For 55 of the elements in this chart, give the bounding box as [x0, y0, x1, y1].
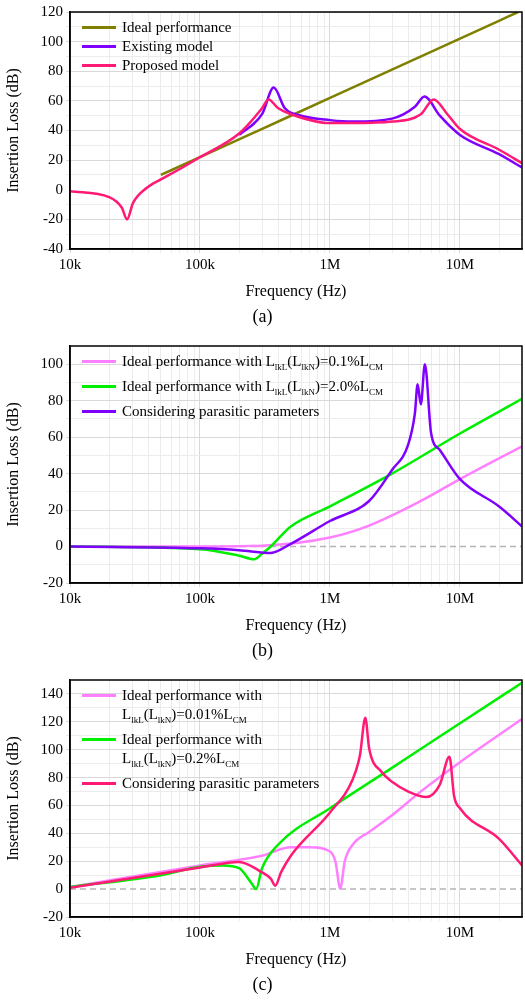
- y-axis-title: Insertion Loss (dB): [3, 68, 22, 193]
- x-tick-label: 100k: [184, 589, 216, 606]
- y-tick-label: 0: [55, 180, 63, 197]
- x-tick-label: 1M: [319, 589, 341, 606]
- legend-label: Considering parasitic parameters: [122, 402, 320, 421]
- y-tick-label: 80: [48, 391, 63, 408]
- x-axis-title: Frequency (Hz): [245, 949, 347, 968]
- x-tick-label: 10M: [445, 923, 475, 940]
- x-axis-title: Frequency (Hz): [245, 281, 347, 300]
- legend-label: Existing model: [122, 37, 214, 56]
- y-tick-label: -20: [43, 907, 63, 924]
- y-tick-label: 0: [55, 537, 63, 554]
- y-tick-label: 120: [40, 2, 63, 19]
- text: (a): [251, 306, 274, 327]
- y-tick-label: 40: [48, 121, 63, 138]
- y-tick-label: 40: [48, 464, 63, 481]
- y-tick-label: 140: [40, 684, 63, 701]
- y-tick-label: 20: [48, 852, 63, 869]
- y-tick-label: 0: [55, 880, 63, 897]
- text: (c): [251, 974, 274, 995]
- y-tick-label: -20: [43, 210, 63, 227]
- y-tick-label: 40: [48, 824, 63, 841]
- x-tick-label: 100k: [184, 923, 216, 940]
- legend-label: Considering parasitic parameters: [122, 774, 320, 793]
- y-tick-label: -40: [43, 239, 63, 256]
- y-tick-label: 20: [48, 151, 63, 168]
- x-tick-label: 10k: [58, 255, 82, 272]
- x-tick-label: 10M: [445, 589, 475, 606]
- x-tick-label: 1M: [319, 255, 341, 272]
- text: (b): [251, 640, 274, 661]
- x-axis-title: Frequency (Hz): [245, 615, 347, 634]
- y-tick-label: 100: [40, 355, 63, 372]
- x-tick-label: 10k: [58, 589, 82, 606]
- y-tick-label: 100: [40, 32, 63, 49]
- y-tick-label: 80: [48, 768, 63, 785]
- y-tick-label: 80: [48, 62, 63, 79]
- x-tick-label: 10k: [58, 923, 82, 940]
- legend-label: Ideal performance: [122, 18, 232, 37]
- y-tick-label: 20: [48, 501, 63, 518]
- y-tick-label: 100: [40, 740, 63, 757]
- y-tick-label: -20: [43, 573, 63, 590]
- y-axis-title: Insertion Loss (dB): [3, 402, 22, 527]
- legend-label: Ideal performance with L$_{lkL}$(L$_{lkN}$)=2.0%L$_{CM}$: [122, 377, 383, 399]
- y-tick-label: 120: [40, 712, 63, 729]
- x-tick-label: 10M: [445, 255, 475, 272]
- legend-label: Ideal performance with L$_{lkL}$(L$_{lkN}$)=0.01%L$_{CM}$: [122, 686, 263, 727]
- legend-label: Ideal performance with L$_{lkL}$(L$_{lkN}$)=0.1%L$_{CM}$: [122, 352, 383, 374]
- y-tick-label: 60: [48, 91, 63, 108]
- x-tick-label: 1M: [319, 923, 341, 940]
- y-axis-title: Insertion Loss (dB): [3, 736, 22, 861]
- y-tick-label: 60: [48, 796, 63, 813]
- x-tick-label: 100k: [184, 255, 216, 272]
- legend-label: Ideal performance with L$_{lkL}$(L$_{lkN}$)=0.2%L$_{CM}$: [122, 730, 263, 771]
- y-tick-label: 60: [48, 428, 63, 445]
- legend-label: Proposed model: [122, 56, 220, 75]
